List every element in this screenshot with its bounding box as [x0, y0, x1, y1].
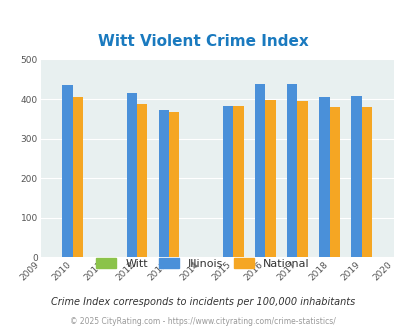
Bar [286, 84, 297, 257]
Bar [265, 100, 275, 257]
Text: © 2025 CityRating.com - https://www.cityrating.com/crime-statistics/: © 2025 CityRating.com - https://www.city… [70, 317, 335, 326]
Bar [62, 85, 72, 257]
Legend: Witt, Illinois, National: Witt, Illinois, National [92, 254, 313, 273]
Bar [222, 106, 233, 257]
Bar [168, 112, 179, 257]
Bar [329, 107, 339, 257]
Bar [136, 104, 147, 257]
Bar [72, 97, 83, 257]
Bar [319, 97, 329, 257]
Text: Crime Index corresponds to incidents per 100,000 inhabitants: Crime Index corresponds to incidents per… [51, 297, 354, 307]
Bar [361, 107, 371, 257]
Bar [233, 106, 243, 257]
Bar [158, 110, 168, 257]
Bar [126, 93, 136, 257]
Bar [297, 101, 307, 257]
Bar [254, 84, 265, 257]
Text: Witt Violent Crime Index: Witt Violent Crime Index [97, 34, 308, 49]
Bar [351, 96, 361, 257]
